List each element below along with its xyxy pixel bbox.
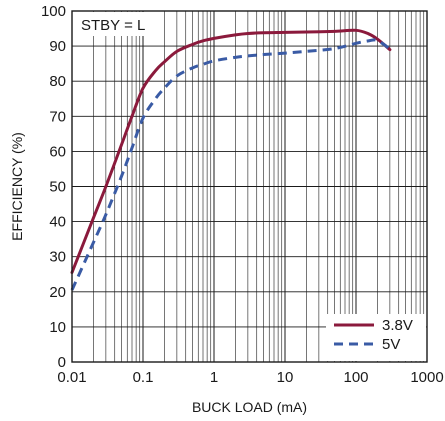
x-tick-labels: 0.01 0.1 1 10 100 1000 bbox=[57, 369, 443, 386]
legend-label-3.8v: 3.8V bbox=[382, 317, 413, 334]
y-axis-label: EFFICIENCY (%) bbox=[9, 132, 25, 241]
stby-annotation-background bbox=[73, 12, 157, 36]
grid bbox=[71, 11, 427, 362]
stby-annotation-box: STBY = L bbox=[73, 12, 157, 36]
series-line-3.8v bbox=[70, 28, 392, 274]
x-tick-label: 100 bbox=[343, 369, 368, 386]
y-tick-label: 40 bbox=[49, 214, 66, 231]
y-tick-label: 80 bbox=[49, 73, 66, 90]
series-line-5v bbox=[70, 38, 391, 291]
plot-frame bbox=[71, 10, 428, 363]
legend: 3.8V 5V bbox=[326, 314, 426, 361]
y-tick-label: 60 bbox=[49, 143, 66, 160]
x-tick-label: 1000 bbox=[410, 369, 443, 386]
y-tick-labels: 0 10 20 30 40 50 60 70 80 90 100 bbox=[41, 3, 66, 371]
x-axis-label: BUCK LOAD (mA) bbox=[192, 399, 307, 415]
x-tick-label: 0.1 bbox=[133, 369, 154, 386]
y-tick-label: 50 bbox=[49, 179, 66, 196]
x-tick-label: 1 bbox=[210, 369, 218, 386]
x-tick-label: 10 bbox=[277, 369, 294, 386]
legend-label-5v: 5V bbox=[382, 336, 400, 353]
series-lines bbox=[70, 28, 392, 291]
y-tick-label: 30 bbox=[49, 249, 66, 266]
y-tick-label: 90 bbox=[49, 38, 66, 55]
y-tick-label: 20 bbox=[49, 284, 66, 301]
y-tick-label: 0 bbox=[58, 354, 66, 371]
legend-background bbox=[326, 314, 426, 361]
stby-annotation: STBY = L bbox=[81, 17, 145, 34]
x-tick-label: 0.01 bbox=[57, 369, 86, 386]
y-tick-label: 10 bbox=[49, 319, 66, 336]
y-tick-label: 70 bbox=[49, 108, 66, 125]
y-tick-label: 100 bbox=[41, 3, 66, 20]
